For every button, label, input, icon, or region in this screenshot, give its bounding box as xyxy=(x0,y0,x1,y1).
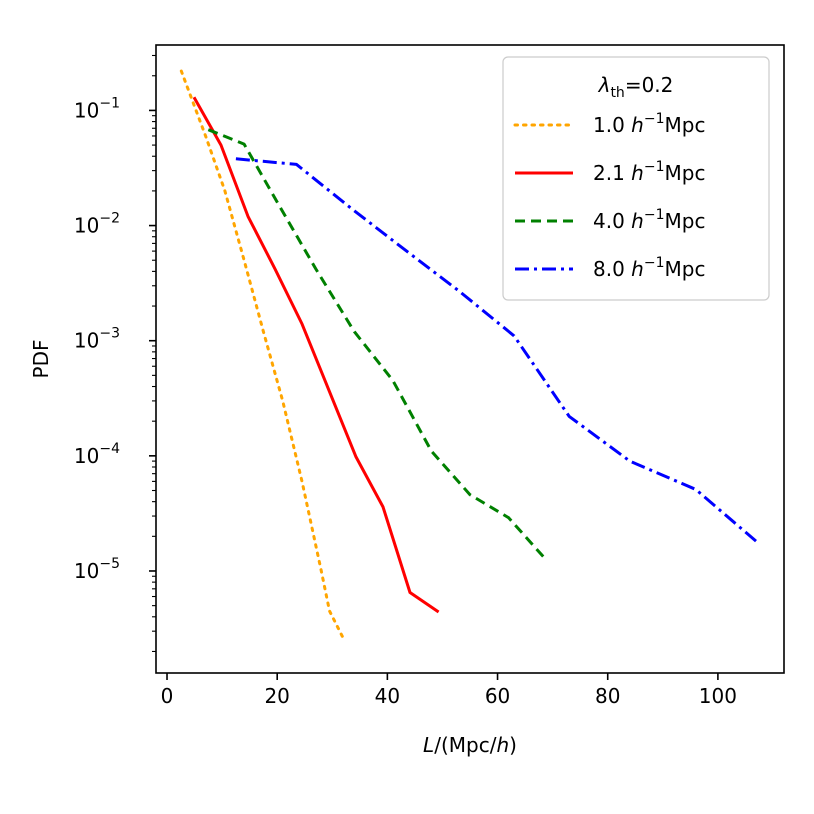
y-tick-label-1: 10−2 xyxy=(74,211,120,238)
x-tick-label-4: 80 xyxy=(595,684,620,708)
x-tick-label-5: 100 xyxy=(699,684,737,708)
legend-title: λth=0.2 xyxy=(598,73,674,101)
x-tick-label-3: 60 xyxy=(485,684,510,708)
y-tick-label-4: 10−5 xyxy=(74,556,120,583)
legend-title-value: =0.2 xyxy=(625,73,674,97)
x-axis-title-h: h xyxy=(496,733,509,757)
series-line-2 xyxy=(207,128,546,559)
x-tick-label-2: 40 xyxy=(375,684,400,708)
series-lines xyxy=(179,69,758,640)
legend-label-0: 1.0 h−1Mpc xyxy=(593,111,705,137)
legend-label-1: 2.1 h−1Mpc xyxy=(593,159,705,185)
legend-label-3: 8.0 h−1Mpc xyxy=(593,255,705,281)
y-tick-label-0: 10−1 xyxy=(74,95,120,122)
x-axis-title-italic: L xyxy=(423,733,434,757)
x-tick-label-0: 0 xyxy=(161,684,174,708)
y-tick-label-3: 10−4 xyxy=(74,441,120,468)
axis-ticks: 0 20 40 60 80 100 10−1 10−2 10−3 10−4 10−5 xyxy=(74,54,737,708)
x-axis-title-close: ) xyxy=(509,733,517,757)
legend-box xyxy=(502,56,770,301)
legend-title-sub: th xyxy=(610,85,624,101)
y-axis-title: PDF xyxy=(29,340,53,379)
y-tick-label-2: 10−3 xyxy=(74,326,120,353)
legend: λth=0.2 1.0 h−1Mpc 2.1 h−1Mpc 4.0 h−1Mpc 8.… xyxy=(502,56,770,301)
x-axis-title: L/(Mpc/h) xyxy=(423,733,517,757)
legend-label-2: 4.0 h−1Mpc xyxy=(593,207,705,233)
series-line-3 xyxy=(235,157,758,543)
series-line-0 xyxy=(179,69,345,640)
x-tick-label-1: 20 xyxy=(264,684,289,708)
legend-entries: 1.0 h−1Mpc 2.1 h−1Mpc 4.0 h−1Mpc 8.0 h−1Mpc xyxy=(513,111,705,281)
x-axis-title-rest: /(Mpc/ xyxy=(434,733,496,757)
legend-title-symbol: λ xyxy=(598,73,611,97)
series-line-1 xyxy=(192,96,440,614)
